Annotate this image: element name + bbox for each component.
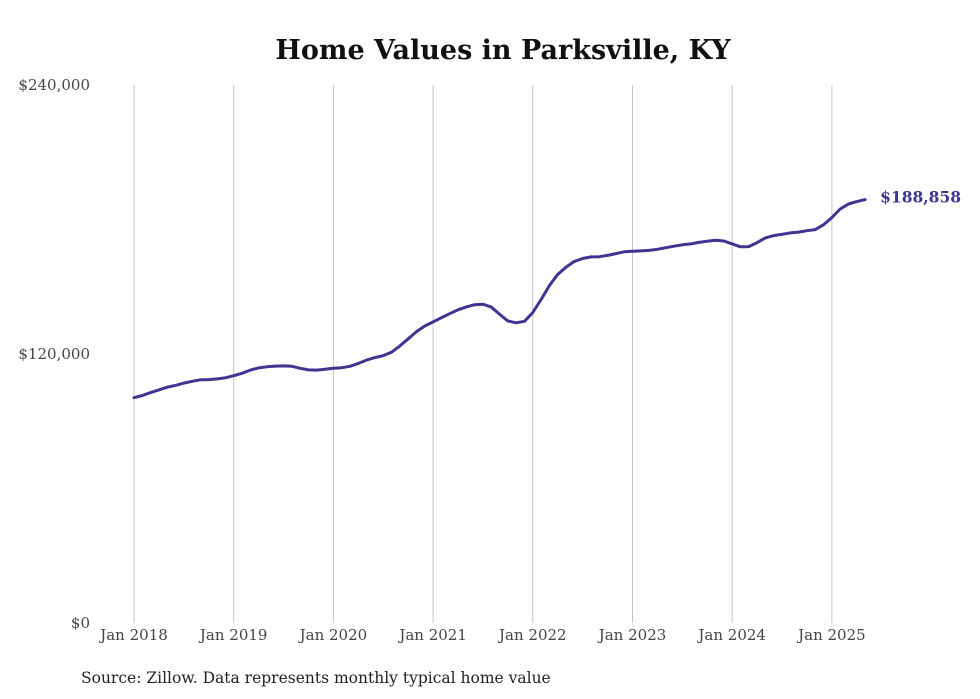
x-tick-label: Jan 2018 — [98, 626, 168, 644]
latest-value-label: $188,858 — [880, 188, 961, 207]
y-tick-label: $0 — [71, 614, 90, 632]
x-tick-label: Jan 2023 — [597, 626, 667, 644]
x-tick-label: Jan 2021 — [397, 626, 467, 644]
y-tick-label: $240,000 — [18, 76, 90, 94]
x-tick-label: Jan 2020 — [298, 626, 368, 644]
x-axis-tick-labels: Jan 2018 Jan 2019 Jan 2020 Jan 2021 Jan 2022… — [98, 626, 865, 644]
gridlines — [133, 85, 833, 623]
home-value-line — [132, 198, 867, 400]
y-tick-label: $120,000 — [18, 345, 90, 363]
x-tick-label: Jan 2022 — [497, 626, 567, 644]
x-tick-label: Jan 2025 — [796, 626, 866, 644]
chart-title: Home Values in Parksville, KY — [275, 35, 731, 66]
source-note: Source: Zillow. Data represents monthly … — [81, 669, 551, 687]
x-tick-label: Jan 2019 — [198, 626, 268, 644]
y-axis-tick-labels: $0 $120,000 $240,000 — [18, 76, 90, 632]
x-tick-label: Jan 2024 — [696, 626, 766, 644]
